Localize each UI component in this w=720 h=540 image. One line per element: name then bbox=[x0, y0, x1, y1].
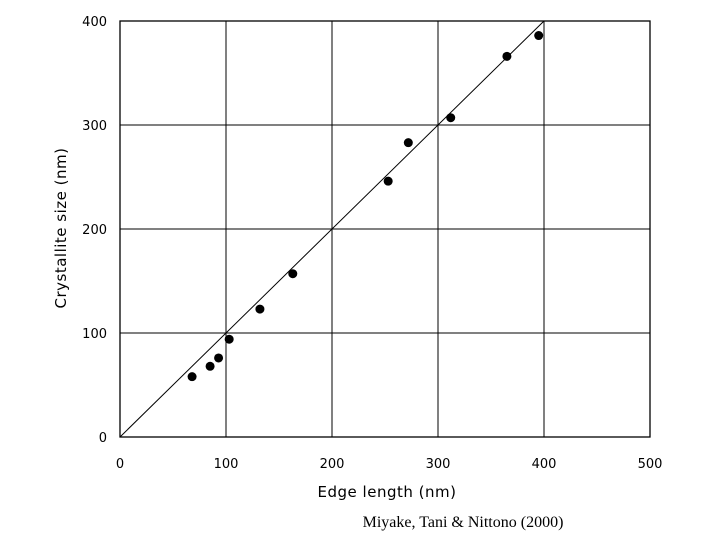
data-point bbox=[383, 176, 393, 186]
reference-line-y-equals-x bbox=[119, 20, 545, 438]
plot-frame bbox=[119, 20, 651, 438]
x-axis-label: Edge length (nm) bbox=[318, 483, 457, 501]
grid-lines bbox=[120, 21, 650, 437]
x-tick-label: 300 bbox=[426, 457, 451, 472]
y-tick-label: 0 bbox=[99, 431, 107, 446]
data-point bbox=[205, 361, 215, 371]
x-tick-labels: 0 100 200 300 400 500 bbox=[116, 457, 663, 472]
x-tick-label: 400 bbox=[532, 457, 557, 472]
x-tick-label: 200 bbox=[320, 457, 345, 472]
y-axis-label: Crystallite size (nm) bbox=[52, 148, 70, 309]
y-tick-label: 400 bbox=[82, 15, 107, 30]
x-tick-label: 0 bbox=[116, 457, 124, 472]
data-point bbox=[534, 31, 544, 41]
citation-caption: Miyake, Tani & Nittono (2000) bbox=[363, 514, 564, 531]
y-tick-label: 200 bbox=[82, 223, 107, 238]
data-point bbox=[214, 353, 224, 363]
data-point bbox=[255, 304, 265, 314]
data-point bbox=[403, 138, 413, 148]
y-tick-label: 300 bbox=[82, 119, 107, 134]
x-tick-label: 500 bbox=[638, 457, 663, 472]
x-tick-label: 100 bbox=[214, 457, 239, 472]
data-point bbox=[224, 334, 234, 344]
data-point bbox=[446, 113, 456, 123]
y-tick-label: 100 bbox=[82, 327, 107, 342]
data-points bbox=[187, 31, 544, 382]
data-point bbox=[502, 51, 512, 61]
data-point bbox=[288, 269, 298, 279]
y-tick-labels: 0 100 200 300 400 bbox=[82, 15, 107, 446]
data-point bbox=[187, 372, 197, 382]
